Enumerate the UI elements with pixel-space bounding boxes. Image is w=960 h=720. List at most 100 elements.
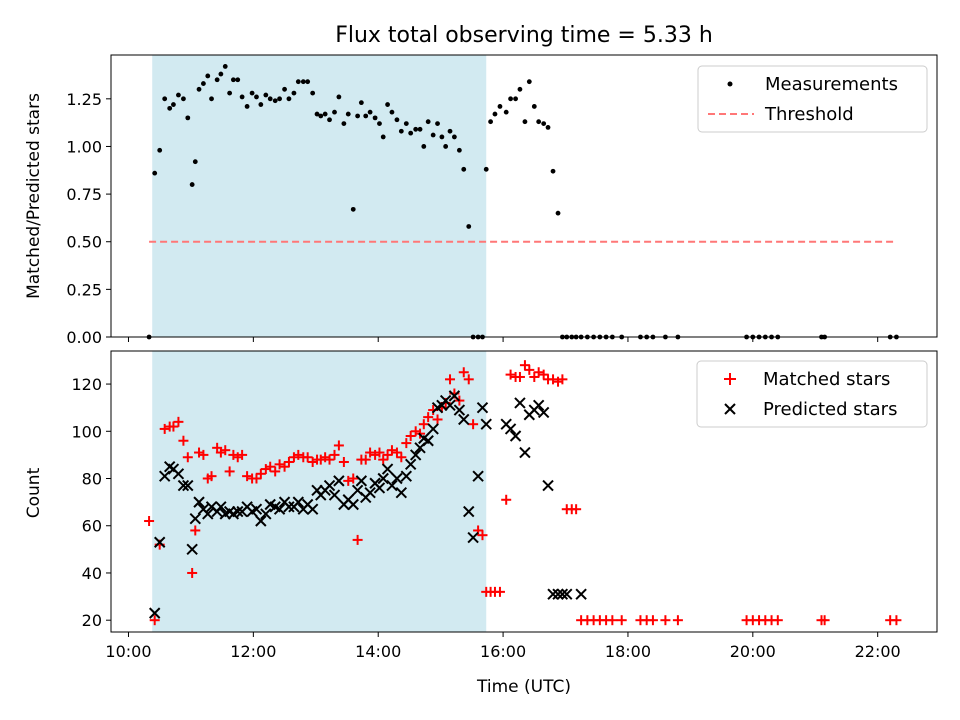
matched-star-point bbox=[251, 473, 262, 484]
measurement-point bbox=[466, 224, 472, 229]
predicted-star-point bbox=[215, 501, 227, 513]
matched-star-point bbox=[891, 615, 902, 626]
measurement-point bbox=[398, 128, 404, 134]
measurement-point bbox=[336, 94, 342, 100]
matched-star-point bbox=[529, 371, 540, 382]
shaded-spans bbox=[152, 55, 487, 632]
matched-star-point bbox=[187, 567, 198, 578]
measurement-point bbox=[239, 94, 245, 100]
measurement-point bbox=[363, 113, 369, 119]
y-tick-label: 120 bbox=[71, 375, 102, 394]
measurement-point bbox=[176, 92, 181, 98]
measurement-point bbox=[355, 113, 361, 119]
predicted-star-point bbox=[202, 508, 214, 520]
measurement-point bbox=[214, 77, 220, 83]
matched-star-point bbox=[772, 615, 783, 626]
matched-star-point bbox=[338, 456, 349, 467]
predicted-star-point bbox=[480, 418, 492, 430]
matched-star-point bbox=[270, 466, 281, 477]
measurement-point bbox=[555, 210, 561, 216]
predicted-star-point bbox=[400, 470, 413, 482]
predicted-star-point bbox=[448, 390, 461, 402]
predicted-star-point bbox=[463, 505, 475, 518]
predicted-star-point bbox=[255, 515, 267, 527]
predicted-star-point bbox=[189, 512, 201, 525]
measurement-point bbox=[513, 96, 518, 102]
predicted-star-point bbox=[381, 463, 394, 475]
measurement-point bbox=[167, 105, 173, 111]
matched-star-point bbox=[220, 445, 231, 456]
measurement-point bbox=[417, 126, 423, 132]
matched-star-point bbox=[324, 454, 335, 465]
y-tick-label: 0.75 bbox=[66, 185, 102, 204]
measurement-point bbox=[249, 90, 255, 96]
measurement-point bbox=[385, 102, 390, 107]
predicted-star-point bbox=[391, 472, 403, 485]
measurement-point bbox=[531, 104, 537, 109]
measurement-point bbox=[350, 206, 356, 212]
matched-star-point bbox=[198, 449, 209, 460]
measurement-point bbox=[377, 121, 382, 126]
matched-star-point bbox=[401, 438, 412, 449]
predicted-star-point bbox=[153, 536, 166, 548]
y-tick-label: 20 bbox=[82, 611, 102, 630]
measurement-point bbox=[394, 117, 400, 123]
y-tick-label: 40 bbox=[82, 564, 102, 583]
matched-star-point bbox=[178, 435, 189, 446]
x-tick-label: 20:00 bbox=[730, 642, 776, 661]
matched-star-point bbox=[647, 615, 658, 626]
measurement-point bbox=[201, 81, 206, 86]
series-1-0 bbox=[144, 360, 902, 626]
predicted-star-point bbox=[427, 423, 439, 435]
matched-star-point bbox=[378, 454, 389, 465]
chart-title-top: Flux total observing time = 5.33 h bbox=[335, 23, 713, 48]
measurement-point bbox=[267, 96, 273, 102]
predicted-star-point bbox=[537, 406, 550, 419]
matched-star-point bbox=[382, 449, 393, 460]
predicted-star-point bbox=[347, 498, 359, 511]
measurement-point bbox=[272, 98, 278, 104]
legend-predicted-marker bbox=[724, 403, 736, 415]
legend-threshold-label: Threshold bbox=[764, 104, 854, 125]
predicted-star-point bbox=[504, 423, 517, 435]
measurement-point bbox=[435, 121, 440, 126]
matched-star-point bbox=[168, 421, 179, 432]
matched-star-point bbox=[819, 615, 830, 626]
measurement-point bbox=[522, 119, 528, 125]
predicted-star-point bbox=[547, 588, 559, 600]
measurement-point bbox=[314, 111, 320, 117]
measurement-point bbox=[205, 73, 211, 79]
measurement-point bbox=[545, 125, 551, 130]
predicted-star-point bbox=[409, 449, 422, 461]
matched-star-point bbox=[458, 367, 469, 378]
plot-frame-1 bbox=[110, 350, 938, 633]
matched-star-point bbox=[660, 615, 671, 626]
series-1-1 bbox=[148, 390, 587, 619]
y-tick-label: 0.25 bbox=[66, 280, 102, 299]
matched-star-point bbox=[329, 449, 340, 460]
predicted-star-point bbox=[364, 486, 376, 499]
y-tick-label: 0.50 bbox=[66, 233, 102, 252]
measurement-point bbox=[341, 121, 347, 126]
legend-top-frame bbox=[697, 65, 928, 133]
measurement-point bbox=[451, 134, 457, 140]
matched-star-point bbox=[445, 374, 456, 385]
measurement-point bbox=[517, 86, 523, 92]
matched-star-point bbox=[237, 449, 248, 460]
matched-star-point bbox=[360, 454, 371, 465]
measurement-point bbox=[413, 126, 419, 132]
predicted-star-point bbox=[532, 399, 545, 412]
y-axis-label-bottom: Count bbox=[24, 467, 44, 518]
measurement-point bbox=[345, 111, 351, 117]
legend-measurements-marker bbox=[727, 81, 733, 87]
predicted-star-point bbox=[148, 607, 161, 619]
measurement-point bbox=[332, 109, 337, 115]
y-tick-label: 100 bbox=[71, 422, 102, 441]
matched-star-point bbox=[557, 374, 568, 385]
shaded-span-0 bbox=[152, 55, 487, 337]
matched-star-point bbox=[505, 369, 516, 380]
measurement-point bbox=[305, 79, 311, 85]
measurement-point bbox=[318, 113, 324, 119]
measurement-point bbox=[403, 121, 409, 126]
predicted-star-point bbox=[458, 413, 470, 426]
